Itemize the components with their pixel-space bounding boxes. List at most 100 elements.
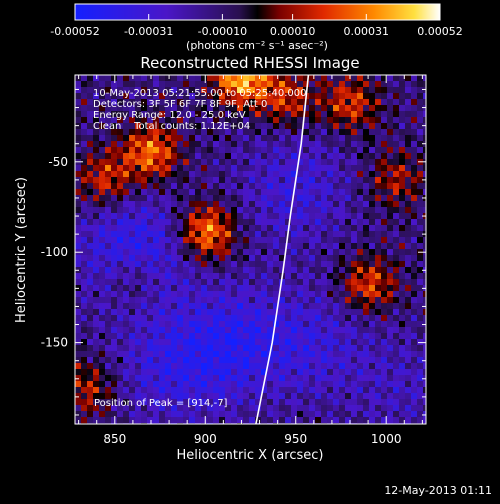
heatmap-cell [267,81,274,88]
heatmap-cell [225,99,232,106]
heatmap-cell [417,153,424,160]
heatmap-cell [183,261,190,268]
heatmap-cell [345,123,352,130]
heatmap-cell [285,117,292,124]
heatmap-cell [405,399,412,406]
heatmap-cell [123,153,130,160]
heatmap-cell [135,285,142,292]
heatmap-cell [87,189,94,196]
heatmap-cell [99,231,106,238]
heatmap-cell [309,369,316,376]
heatmap-cell [387,195,394,202]
heatmap-cell [225,411,232,418]
heatmap-cell [291,405,298,412]
heatmap-cell [261,219,268,226]
heatmap-cell [315,159,322,166]
colorbar-tick-label: 0.00010 [270,25,316,38]
heatmap-cell [327,99,334,106]
heatmap-cell [105,375,112,382]
heatmap-cell [393,159,400,166]
heatmap-cell [285,129,292,136]
heatmap-cell [159,75,166,82]
heatmap-cell [303,411,310,418]
heatmap-cell [183,297,190,304]
heatmap-cell [129,315,136,322]
heatmap-cell [117,303,124,310]
heatmap-cell [147,279,154,286]
heatmap-cell [117,93,124,100]
heatmap-cell [405,93,412,100]
heatmap-cell [231,177,238,184]
heatmap-cell [165,75,172,82]
heatmap-cell [387,303,394,310]
heatmap-cell [165,267,172,274]
heatmap-cell [315,333,322,340]
heatmap-cell [309,171,316,178]
heatmap-cell [279,309,286,316]
heatmap-cell [321,153,328,160]
heatmap-cell [345,297,352,304]
heatmap-cell [93,327,100,334]
heatmap-cell [171,369,178,376]
heatmap-cell [111,207,118,214]
heatmap-cell [141,111,148,118]
heatmap-cell [303,393,310,400]
heatmap-cell [363,411,370,418]
heatmap-cell [165,225,172,232]
heatmap-cell [183,285,190,292]
heatmap-cell [267,327,274,334]
heatmap-cell [147,141,154,148]
heatmap-cell [399,327,406,334]
heatmap-cell [99,117,106,124]
heatmap-cell [321,405,328,412]
heatmap-cell [81,111,88,118]
heatmap-cell [357,273,364,280]
heatmap-cell [333,315,340,322]
heatmap-cell [279,105,286,112]
heatmap-cell [249,201,256,208]
heatmap-cell [111,183,118,190]
heatmap-cell [405,147,412,154]
heatmap-cell [345,105,352,112]
heatmap-cell [387,363,394,370]
heatmap-cell [327,405,334,412]
heatmap-cell [291,291,298,298]
heatmap-cell [231,249,238,256]
heatmap-cell [297,201,304,208]
heatmap-cell [273,393,280,400]
heatmap-cell [93,105,100,112]
heatmap-cell [369,279,376,286]
heatmap-cell [255,399,262,406]
heatmap-cell [225,375,232,382]
heatmap-cell [105,153,112,160]
heatmap-cell [297,381,304,388]
y-tick-labels: -50-100-150 [41,155,68,350]
heatmap-cell [255,123,262,130]
heatmap-cell [195,141,202,148]
heatmap-cell [345,159,352,166]
heatmap-cell [321,339,328,346]
heatmap-cell [153,309,160,316]
heatmap-cell [123,219,130,226]
heatmap-cell [213,183,220,190]
heatmap-cell [417,333,424,340]
heatmap-cell [99,399,106,406]
heatmap-cell [249,297,256,304]
heatmap-cell [159,195,166,202]
heatmap-cell [411,387,418,394]
heatmap-cell [315,285,322,292]
heatmap-cell [393,369,400,376]
heatmap-cell [99,225,106,232]
heatmap-cell [351,375,358,382]
heatmap-cell [237,297,244,304]
heatmap-cell [267,147,274,154]
heatmap-cell [207,99,214,106]
heatmap-cell [357,87,364,94]
heatmap-cell [123,177,130,184]
heatmap-cell [87,321,94,328]
heatmap-cell [339,75,346,82]
heatmap-cell [267,111,274,118]
heatmap-cell [345,381,352,388]
heatmap-cell [399,159,406,166]
heatmap-cell [255,387,262,394]
